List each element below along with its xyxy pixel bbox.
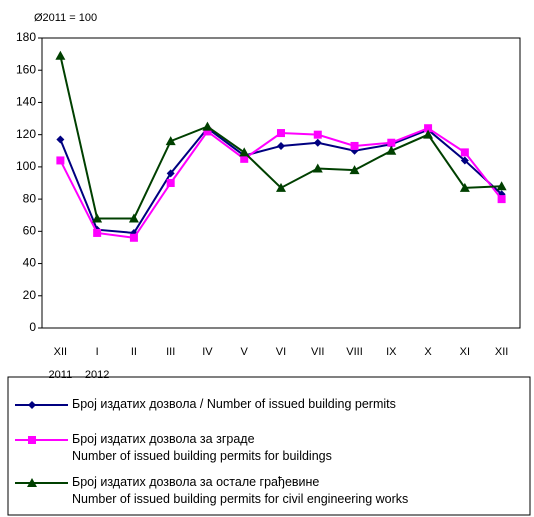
x-tick-label: VI	[276, 346, 286, 358]
marker	[240, 154, 249, 163]
marker	[387, 138, 396, 147]
x-sub-label: 2012	[85, 369, 109, 381]
marker	[496, 181, 507, 191]
marker	[277, 141, 285, 150]
x-tick-label: XII	[495, 346, 508, 358]
y-tick-label: 80	[23, 191, 37, 205]
x-sub-label: 2011	[49, 369, 73, 381]
x-tick-label: IV	[202, 346, 213, 358]
y-tick-label: 180	[16, 30, 36, 44]
marker	[166, 179, 175, 187]
y-tick-label: 100	[16, 159, 36, 173]
x-tick-label: VII	[311, 346, 324, 358]
annotation: Ø2011 = 100	[34, 12, 97, 24]
marker	[460, 148, 469, 157]
marker	[129, 233, 138, 242]
y-tick-label: 40	[23, 256, 37, 270]
legend-label: Број издатих дозвола за зграде Number of …	[72, 432, 332, 463]
legend-label: Број издатих дозвола за остале грађевине…	[72, 475, 408, 506]
marker	[165, 136, 176, 146]
marker	[349, 165, 360, 175]
y-tick-label: 160	[16, 62, 36, 76]
legend-marker	[28, 436, 36, 444]
marker	[166, 169, 175, 178]
legend-box	[7, 376, 531, 516]
y-tick-label: 140	[16, 95, 36, 109]
marker	[350, 141, 359, 150]
x-tick-label: X	[424, 346, 432, 358]
marker	[276, 182, 286, 192]
x-tick-label: III	[166, 346, 175, 358]
marker	[92, 213, 103, 223]
marker	[313, 130, 322, 139]
x-tick-label: V	[241, 346, 249, 358]
marker	[459, 182, 470, 192]
y-tick-label: 0	[29, 320, 36, 334]
legend-marker	[28, 401, 36, 409]
x-tick-label: IX	[386, 346, 397, 358]
marker	[313, 138, 322, 147]
marker	[93, 228, 102, 237]
marker	[497, 195, 506, 204]
marker	[203, 127, 212, 136]
marker	[423, 129, 434, 139]
legend-marker	[27, 478, 37, 487]
x-tick-label: XII	[54, 346, 67, 358]
marker	[239, 147, 250, 157]
x-tick-label: I	[96, 346, 99, 358]
marker	[128, 213, 139, 223]
marker	[460, 156, 469, 165]
y-tick-label: 20	[23, 288, 37, 302]
marker	[55, 50, 66, 60]
x-tick-label: VIII	[346, 346, 363, 358]
marker	[424, 124, 433, 133]
x-tick-label: XI	[460, 346, 470, 358]
marker	[56, 156, 65, 165]
plot-frame	[41, 37, 521, 329]
x-tick-label: II	[131, 346, 137, 358]
marker	[386, 145, 397, 155]
marker	[312, 163, 323, 173]
y-tick-label: 120	[16, 127, 36, 141]
y-tick-label: 60	[23, 224, 37, 238]
marker	[202, 121, 213, 131]
legend-label: Број издатих дозвола / Number of issued …	[72, 397, 396, 411]
marker	[56, 135, 65, 144]
marker	[277, 129, 285, 138]
